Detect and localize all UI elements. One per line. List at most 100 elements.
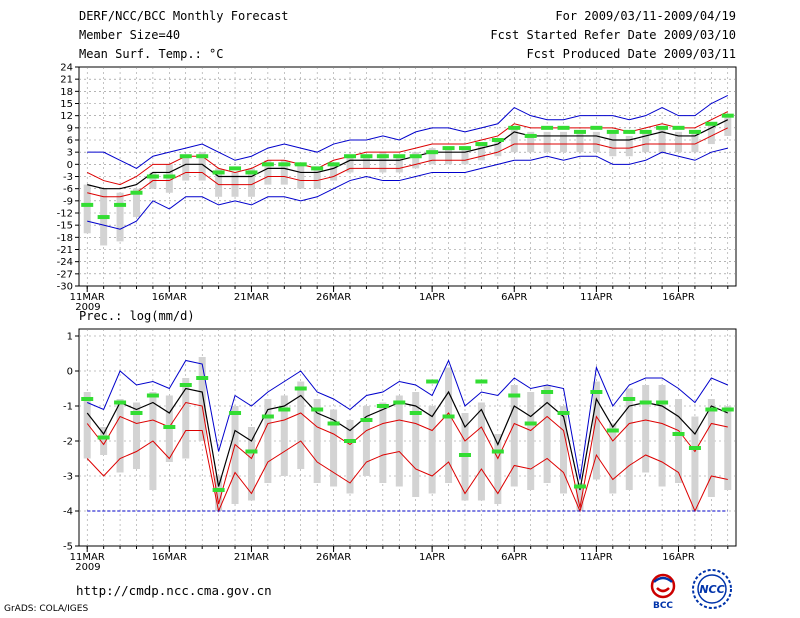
temp-min-line [87, 147, 728, 230]
temp-spread-box [707, 123, 715, 145]
prec-observed-marker [721, 407, 734, 412]
temp-ytick-label: 21 [60, 75, 73, 86]
prec-spread-box [215, 476, 223, 511]
temp-max-line [87, 94, 729, 169]
prec-observed-marker [606, 428, 619, 433]
prec-spread-box [116, 399, 124, 473]
prec-inner2-line [86, 430, 728, 513]
prec-observed-marker [212, 488, 225, 492]
prec-observed-marker [557, 411, 570, 415]
ncc-logo-inner-ring [697, 574, 727, 604]
temp-observed-marker [672, 125, 685, 130]
temp-spread-box [691, 131, 699, 153]
precip-panel-title: Prec.: log(mm/d) [79, 309, 195, 323]
temp-observed-marker [606, 129, 619, 134]
temp-spread-box [132, 188, 140, 218]
prec-spread-box [231, 406, 239, 504]
temp-spread-box [527, 131, 535, 153]
temp-observed-marker [639, 129, 652, 134]
prec-spread-box [625, 388, 633, 490]
temp-spread-box [461, 148, 469, 165]
temp-observed-marker [327, 162, 340, 167]
bcc-logo: BCC [640, 570, 686, 611]
temp-observed-marker [475, 142, 488, 147]
prec-spread-box [543, 385, 551, 483]
temp-spread-box [330, 164, 338, 181]
bcc-logo-ring [650, 573, 676, 599]
prec-observed-marker [508, 393, 521, 398]
prec-observed-marker [656, 400, 669, 405]
prec-xtick-label: 1APR [419, 552, 445, 563]
prec-spread-box [658, 385, 666, 487]
prec-observed-marker [163, 425, 176, 429]
prec-spread-box [642, 385, 650, 473]
temp-observed-marker [212, 170, 225, 175]
prec-spread-box [313, 399, 321, 483]
prec-mean-line [86, 387, 729, 491]
temp-ytick-label: -30 [57, 282, 73, 293]
source-url[interactable]: http://cmdp.ncc.cma.gov.cn [76, 583, 272, 598]
temp-observed-marker [409, 154, 422, 159]
temp-ytick-label: -21 [57, 245, 73, 256]
temp-spread-box [182, 156, 190, 181]
prec-observed-marker [442, 414, 455, 419]
prec-spread-box [691, 416, 699, 511]
prec-spread-box [576, 483, 584, 511]
temp-observed-marker [146, 174, 159, 179]
temp-observed-marker [130, 190, 143, 195]
bcc-logo-swirl [656, 587, 670, 593]
prec-xtick-label: 21MAR [234, 552, 269, 563]
prec-xtick-label: 26MAR [316, 552, 351, 563]
temp-spread-box [609, 131, 617, 157]
prec-ytick-label: -4 [63, 507, 73, 518]
prec-observed-marker [130, 411, 143, 415]
temp-observed-marker [229, 166, 242, 171]
temp-xtick-label: 21MAR [234, 292, 269, 303]
chart-title: DERF/NCC/BCC Monthly Forecast [79, 9, 289, 23]
prec-observed-marker [245, 449, 258, 454]
temp-observed-marker [573, 129, 586, 134]
temp-observed-marker [261, 162, 274, 167]
temp-spread-box [198, 152, 206, 181]
prec-observed-marker [114, 400, 127, 405]
temp-spread-box [642, 131, 650, 153]
temp-observed-marker [541, 125, 554, 130]
temp-observed-marker [245, 170, 258, 175]
temp-observed-marker [196, 154, 209, 159]
prec-spread-box [428, 406, 436, 494]
bcc-logo-text: BCC [653, 601, 673, 610]
prec-observed-marker [261, 414, 274, 419]
temp-observed-marker [442, 146, 455, 151]
temp-spread-box [280, 160, 288, 185]
prec-xtick-label: 16MAR [152, 552, 187, 563]
temp-spread-box [362, 156, 370, 169]
temp-observed-marker [721, 113, 734, 118]
temp-mean-line [87, 119, 729, 190]
prec-observed-marker [623, 397, 636, 401]
prec-observed-marker [97, 435, 110, 440]
prec-observed-marker [229, 411, 242, 415]
prec-spread-box [379, 402, 387, 483]
ncc-logo-ring [692, 569, 732, 609]
prec-spread-box [560, 406, 568, 494]
prec-observed-marker [524, 421, 537, 426]
prec-spread-box [510, 385, 518, 487]
prec-observed-marker [426, 379, 439, 384]
ncc-logo-text: NCC [699, 583, 724, 596]
temp-ytick-label: -27 [57, 269, 73, 280]
temp-spread-box [165, 164, 173, 193]
temp-observed-marker [393, 154, 406, 159]
temp-spread-box [264, 160, 272, 185]
prec-spread-box [198, 357, 206, 441]
temp-ytick-label: 15 [60, 99, 73, 110]
temp-spread-box [576, 131, 584, 153]
prec-xtick-label: 11MAR [70, 552, 105, 563]
temp-observed-marker [97, 215, 110, 220]
prec-spread-box [132, 402, 140, 469]
prec-observed-marker [672, 432, 685, 436]
prec-inner1-line [86, 401, 728, 508]
temp-xtick-label: 26MAR [316, 292, 351, 303]
temp-spread-box [116, 192, 124, 242]
prec-spread-box [264, 399, 272, 483]
temp-spread-box [560, 131, 568, 153]
